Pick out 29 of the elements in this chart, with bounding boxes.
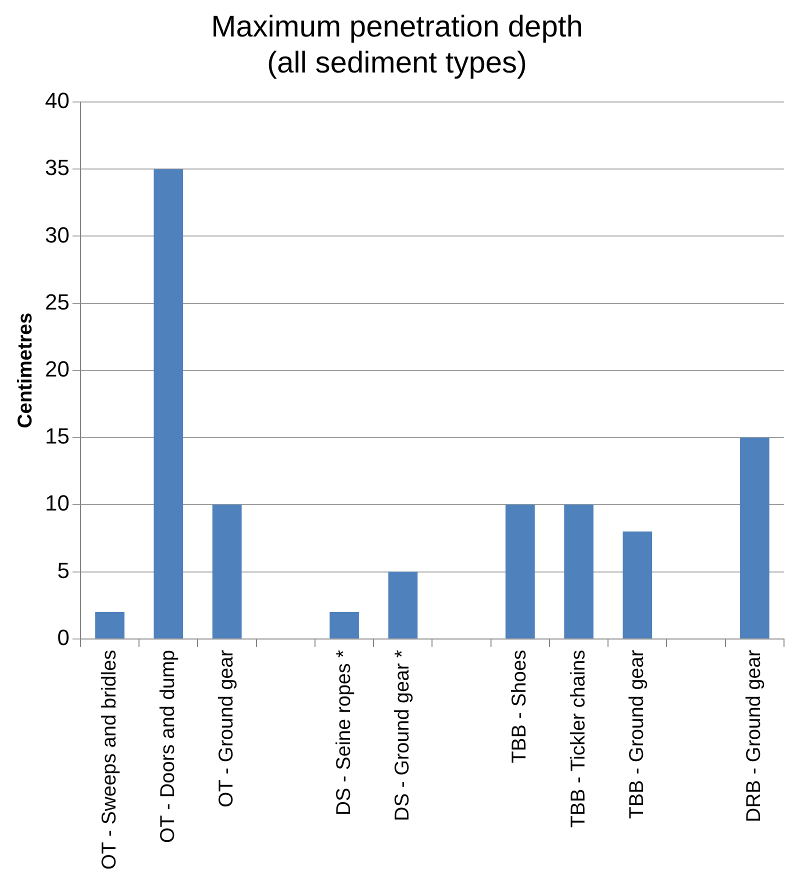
- bar: [506, 504, 535, 638]
- y-tick-label: 30: [44, 222, 70, 248]
- bar: [330, 612, 359, 638]
- bar: [212, 504, 242, 638]
- bar: [564, 504, 594, 638]
- x-tick-label: TBB - Ground gear: [626, 650, 648, 819]
- y-tick-label: 15: [44, 424, 70, 449]
- y-tick-label: 10: [44, 490, 70, 516]
- y-tick-label: 40: [44, 88, 70, 114]
- x-tick-label: OT - Doors and dump: [156, 650, 179, 843]
- bar: [95, 612, 124, 638]
- bar: [622, 532, 652, 638]
- x-tick-label: OT - Ground gear: [216, 650, 238, 808]
- bar: [154, 169, 184, 638]
- x-tick-label: DS - Ground gear *: [391, 650, 414, 822]
- chart-title: Maximum penetration depth (all sediment types): [211, 10, 583, 80]
- y-axis-title: Centimetres: [14, 312, 37, 428]
- x-tick-label: DRB - Ground gear: [743, 650, 766, 822]
- y-tick-label: 35: [44, 155, 70, 180]
- y-tick-label: 20: [44, 356, 70, 382]
- y-tick-label: 25: [44, 289, 70, 314]
- x-tick-label: OT - Sweeps and bridles: [98, 650, 120, 870]
- y-tick-label: 5: [57, 558, 70, 583]
- bar: [388, 572, 418, 638]
- y-tick-label: 0: [57, 624, 70, 650]
- x-tick-label: DS - Seine ropes *: [332, 650, 355, 816]
- x-tick-label: TBB - Tickler chains: [567, 650, 590, 828]
- x-tick-label: TBB - Shoes: [508, 650, 531, 764]
- bar: [740, 438, 770, 638]
